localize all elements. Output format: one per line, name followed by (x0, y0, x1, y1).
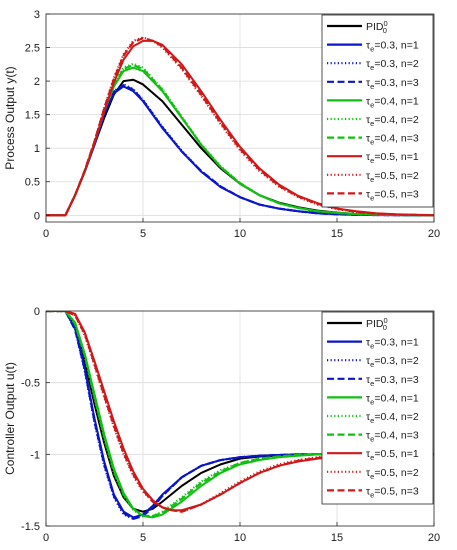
legend-label-7: τe=0.5, n=1 (366, 448, 419, 462)
y-tick-label: 3 (34, 9, 40, 21)
legend-label-6: τe=0.4, n=3 (366, 133, 419, 147)
top-chart-process-output: 0 5 10 15 20 0 0.5 1 1.5 2 2.5 3 Process Output y(t)… (3, 9, 440, 240)
x-tick-label: 10 (234, 228, 246, 240)
legend-subscript: e (370, 435, 374, 444)
legend-subscript: e (370, 138, 374, 147)
legend-label-9: τe=0.5, n=3 (366, 188, 419, 202)
legend-subscript: e (370, 453, 374, 462)
y-tick-label: 0 (34, 306, 40, 318)
legend-label-9: τe=0.5, n=3 (366, 485, 419, 499)
y-tick-label: -1 (30, 449, 40, 461)
legend-label-7: τe=0.5, n=1 (366, 151, 419, 165)
legend-label-0: PID0 0 (366, 19, 388, 35)
legend-label-6: τe=0.4, n=3 (366, 430, 419, 444)
legend-label-1: τe=0.3, n=1 (366, 337, 419, 351)
legend-label-4: τe=0.4, n=1 (366, 392, 419, 406)
legend-subscript: e (370, 490, 374, 499)
legend: PID0 0 τe=0.3, n=1 τe=0.3, n=2 τe=0.3, n=3 τe… (321, 14, 434, 208)
legend-label-4: τe=0.4, n=1 (366, 95, 419, 109)
legend-label-3: τe=0.3, n=3 (366, 77, 419, 91)
x-tick-label: 0 (43, 532, 49, 544)
legend-label-rest: =0.4, n=3 (374, 430, 419, 442)
legend-label-rest: =0.4, n=2 (374, 114, 419, 126)
legend-label-8: τe=0.5, n=2 (366, 170, 419, 184)
legend-label-5: τe=0.4, n=2 (366, 114, 419, 128)
y-tick-label: 2 (34, 76, 40, 88)
y-tick-label: 1.5 (25, 110, 40, 122)
legend-subscript: 0 (383, 26, 387, 35)
y-tick-label: -1.5 (21, 521, 40, 533)
series-group (46, 36, 434, 217)
series-line-3 (46, 311, 434, 520)
legend-label-rest: =0.3, n=1 (374, 337, 419, 349)
y-tick-label: 0 (34, 210, 40, 222)
legend-label-8: τe=0.5, n=2 (366, 467, 419, 481)
legend-label-rest: =0.4, n=2 (374, 411, 419, 423)
legend-label-rest: =0.3, n=3 (374, 374, 419, 386)
legend-label-2: τe=0.3, n=2 (366, 355, 419, 369)
legend-subscript: e (370, 360, 374, 369)
legend-label-1: τe=0.3, n=1 (366, 40, 419, 54)
legend-box (321, 14, 434, 208)
series-line-6 (46, 311, 434, 518)
legend-subscript: e (370, 156, 374, 165)
x-tick-label: 20 (428, 228, 440, 240)
x-tick-label: 15 (331, 228, 343, 240)
legend-label-rest: =0.4, n=1 (374, 392, 419, 404)
legend-label-3: τe=0.3, n=3 (366, 374, 419, 388)
legend-subscript: 0 (383, 323, 387, 332)
legend-label-rest: =0.5, n=3 (374, 188, 419, 200)
legend-label-rest: =0.3, n=1 (374, 40, 419, 52)
x-tick-label: 5 (140, 532, 146, 544)
legend-label-rest: =0.4, n=3 (374, 133, 419, 145)
y-axis-label: Process Output y(t) (3, 66, 17, 169)
x-tick-label: 0 (43, 228, 49, 240)
legend-label-rest: =0.5, n=2 (374, 170, 419, 182)
bottom-chart-controller-output: 0 5 10 15 20 -1.5 -1 -0.5 0 Controller Output u(t… (3, 306, 440, 544)
legend-superscript: 0 (384, 316, 388, 325)
legend-label-2: τe=0.3, n=2 (366, 58, 419, 72)
legend-subscript: e (370, 379, 374, 388)
y-tick-label: 1 (34, 143, 40, 155)
legend-label-rest: =0.5, n=1 (374, 151, 419, 163)
x-tick-label: 5 (140, 228, 146, 240)
legend-subscript: e (370, 472, 374, 481)
legend-label-5: τe=0.4, n=2 (366, 411, 419, 425)
legend-box (321, 311, 434, 505)
legend-label-0: PID0 0 (366, 316, 388, 332)
legend-label-rest: =0.3, n=2 (374, 58, 419, 70)
legend-subscript: e (370, 119, 374, 128)
y-axis-label: Controller Output u(t) (3, 362, 17, 475)
y-tick-label: -0.5 (21, 378, 40, 390)
legend-subscript: e (370, 175, 374, 184)
legend-label-rest: =0.5, n=3 (374, 485, 419, 497)
y-tick-label: 2.5 (25, 43, 40, 55)
legend-subscript: e (370, 45, 374, 54)
x-tick-label: 10 (234, 532, 246, 544)
legend-label-rest: =0.5, n=2 (374, 467, 419, 479)
legend-superscript: 0 (384, 19, 388, 28)
legend-subscript: e (370, 63, 374, 72)
legend-subscript: e (370, 82, 374, 91)
legend-label-rest: =0.5, n=1 (374, 448, 419, 460)
legend-subscript: e (370, 193, 374, 202)
legend-label-rest: =0.3, n=3 (374, 77, 419, 89)
legend-label-rest: =0.3, n=2 (374, 355, 419, 367)
legend: PID0 0 τe=0.3, n=1 τe=0.3, n=2 τe=0.3, n=3 τe… (321, 311, 434, 505)
x-tick-label: 15 (331, 532, 343, 544)
legend-subscript: e (370, 416, 374, 425)
legend-subscript: e (370, 100, 374, 109)
legend-subscript: e (370, 397, 374, 406)
series-line-9 (46, 37, 434, 217)
legend-label-rest: =0.4, n=1 (374, 95, 419, 107)
x-tick-label: 20 (428, 532, 440, 544)
y-tick-label: 0.5 (25, 177, 40, 189)
legend-subscript: e (370, 342, 374, 351)
